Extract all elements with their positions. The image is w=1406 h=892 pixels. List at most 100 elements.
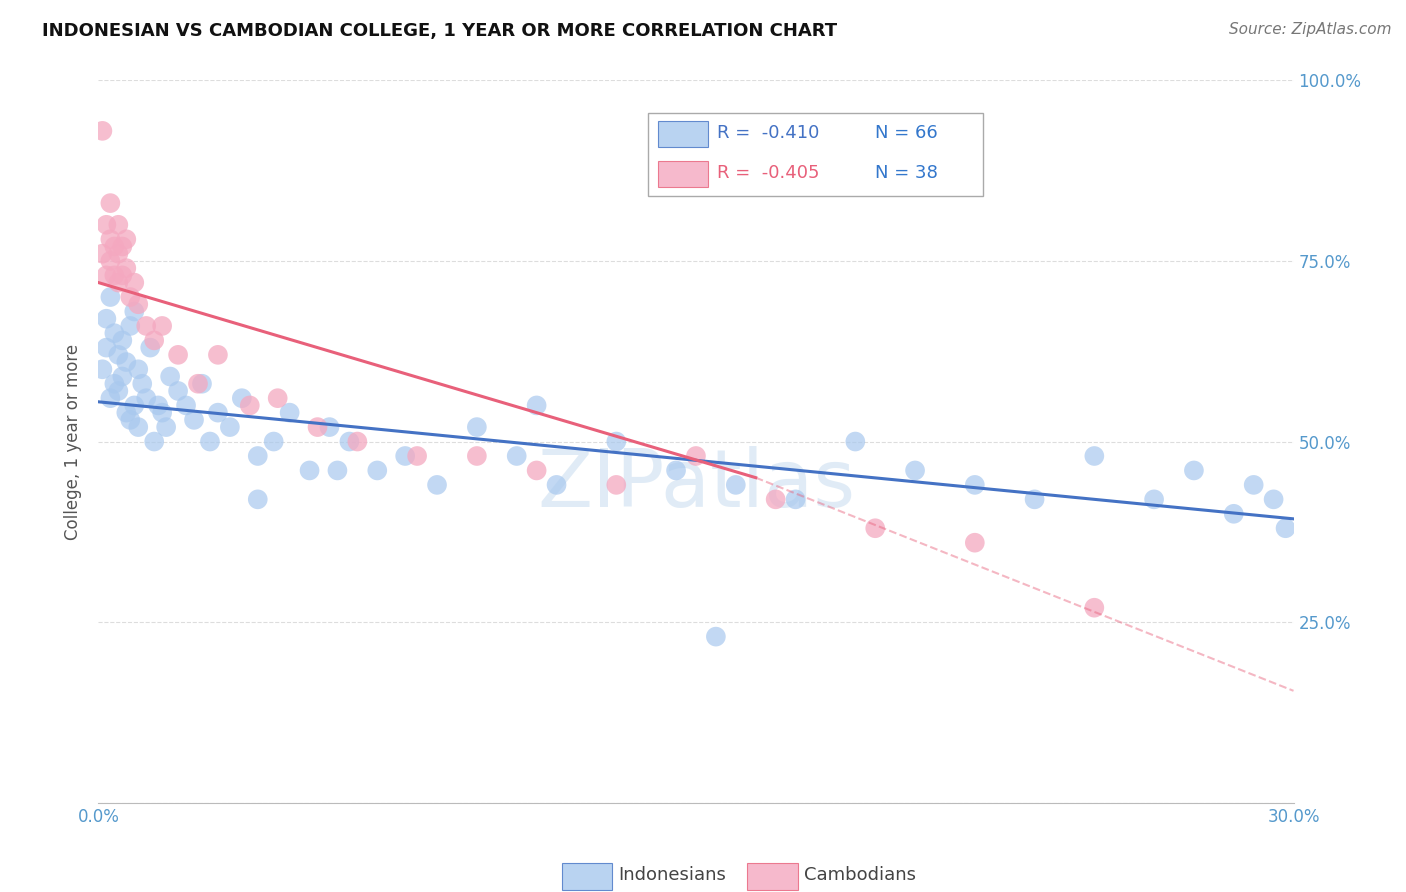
Point: [96, 311, 118, 326]
Point: [366, 463, 388, 477]
Point: [963, 478, 986, 492]
Point: [704, 630, 727, 644]
Point: [135, 318, 157, 333]
Point: [135, 391, 157, 405]
Point: [91, 124, 114, 138]
Point: [150, 406, 173, 420]
Point: [143, 434, 166, 449]
Point: [111, 369, 134, 384]
Text: R =  -0.410: R = -0.410: [717, 124, 820, 142]
Point: [198, 434, 221, 449]
Text: INDONESIAN VS CAMBODIAN COLLEGE, 1 YEAR OR MORE CORRELATION CHART: INDONESIAN VS CAMBODIAN COLLEGE, 1 YEAR …: [42, 22, 838, 40]
Text: Indonesians: Indonesians: [619, 866, 725, 884]
Point: [267, 391, 290, 405]
Point: [124, 276, 146, 290]
Point: [115, 406, 138, 420]
Point: [1083, 600, 1105, 615]
Point: [1024, 492, 1046, 507]
Point: [155, 420, 177, 434]
Point: [91, 362, 114, 376]
Point: [98, 290, 122, 304]
Point: [526, 398, 548, 412]
Point: [159, 369, 181, 384]
Point: [339, 434, 361, 449]
Point: [98, 391, 122, 405]
Point: [1182, 463, 1205, 477]
Point: [115, 261, 138, 276]
Point: [326, 463, 349, 477]
Point: [148, 398, 170, 412]
Point: [724, 478, 747, 492]
Point: [187, 376, 209, 391]
Point: [465, 449, 488, 463]
Point: [844, 434, 866, 449]
Point: [685, 449, 707, 463]
Point: [96, 268, 118, 283]
Point: [143, 334, 166, 348]
Point: [239, 398, 262, 412]
Point: [231, 391, 253, 405]
Point: [115, 355, 138, 369]
Point: [546, 478, 568, 492]
Point: [127, 362, 149, 376]
Point: [307, 420, 329, 434]
FancyBboxPatch shape: [658, 121, 709, 147]
Point: [127, 420, 149, 434]
Point: [963, 535, 986, 549]
Point: [111, 239, 134, 253]
Point: [107, 246, 129, 260]
FancyBboxPatch shape: [562, 863, 613, 889]
Point: [278, 406, 301, 420]
Point: [107, 276, 129, 290]
Point: [394, 449, 416, 463]
Point: [785, 492, 807, 507]
Point: [219, 420, 242, 434]
Point: [98, 196, 122, 211]
Point: [298, 463, 321, 477]
Point: [207, 348, 229, 362]
Point: [665, 463, 688, 477]
Point: [124, 304, 146, 318]
Text: N = 38: N = 38: [876, 164, 938, 182]
Point: [865, 521, 887, 535]
Point: [605, 434, 627, 449]
Point: [1274, 521, 1296, 535]
Point: [103, 376, 125, 391]
Point: [98, 253, 122, 268]
Point: [174, 398, 197, 412]
Point: [103, 268, 125, 283]
Point: [150, 318, 173, 333]
Point: [107, 218, 129, 232]
Text: R =  -0.405: R = -0.405: [717, 164, 820, 182]
Point: [506, 449, 529, 463]
Point: [96, 218, 118, 232]
Point: [1143, 492, 1166, 507]
Point: [120, 318, 142, 333]
Point: [465, 420, 488, 434]
Point: [167, 384, 190, 398]
Point: [246, 492, 269, 507]
Point: [406, 449, 429, 463]
Point: [131, 376, 153, 391]
Point: [207, 406, 229, 420]
Point: [1243, 478, 1265, 492]
Point: [605, 478, 627, 492]
Point: [191, 376, 214, 391]
Point: [124, 398, 146, 412]
Point: [183, 413, 205, 427]
Point: [103, 326, 125, 340]
Point: [318, 420, 340, 434]
Text: Source: ZipAtlas.com: Source: ZipAtlas.com: [1229, 22, 1392, 37]
Point: [246, 449, 269, 463]
Y-axis label: College, 1 year or more: College, 1 year or more: [63, 343, 82, 540]
Point: [120, 290, 142, 304]
Point: [346, 434, 368, 449]
Point: [115, 232, 138, 246]
Point: [107, 348, 129, 362]
Point: [96, 341, 118, 355]
Point: [111, 268, 134, 283]
Point: [1223, 507, 1246, 521]
Point: [1083, 449, 1105, 463]
Point: [107, 384, 129, 398]
Text: ZIPatlas: ZIPatlas: [537, 446, 855, 524]
